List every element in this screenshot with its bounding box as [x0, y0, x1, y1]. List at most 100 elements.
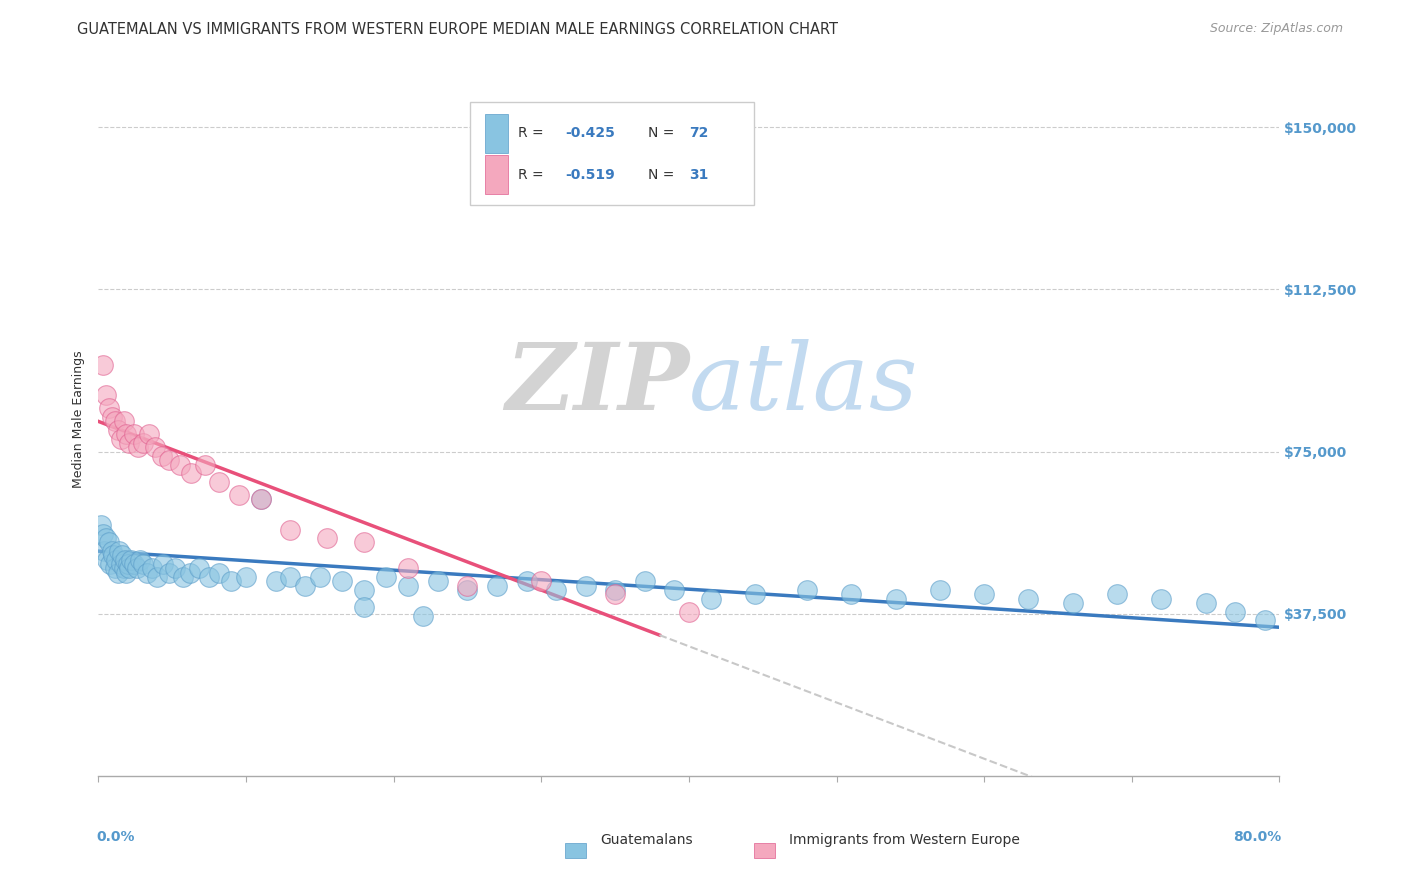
Point — [172, 570, 194, 584]
Point — [138, 427, 160, 442]
Point — [94, 388, 117, 402]
FancyBboxPatch shape — [485, 114, 508, 153]
FancyBboxPatch shape — [565, 843, 586, 858]
Point — [1254, 613, 1277, 627]
Point — [108, 544, 131, 558]
Point — [330, 574, 353, 589]
Text: -0.519: -0.519 — [565, 168, 614, 182]
Point — [91, 358, 114, 372]
Point — [97, 401, 120, 416]
Point — [575, 579, 598, 593]
Point — [457, 579, 479, 593]
Point — [107, 423, 129, 437]
Point — [530, 574, 553, 589]
Point — [700, 591, 723, 606]
Point — [353, 600, 375, 615]
Point — [169, 458, 191, 472]
Point — [605, 583, 627, 598]
Point — [136, 566, 159, 580]
Point — [93, 544, 115, 558]
Y-axis label: Median Male Earnings: Median Male Earnings — [72, 351, 86, 488]
Text: 31: 31 — [689, 168, 709, 182]
Point — [546, 583, 568, 598]
Point — [309, 570, 332, 584]
Point — [127, 441, 149, 455]
Point — [316, 531, 339, 545]
Text: -0.425: -0.425 — [565, 127, 614, 140]
Point — [605, 587, 627, 601]
Point — [118, 436, 141, 450]
Point — [353, 583, 375, 598]
Text: 0.0%: 0.0% — [96, 830, 135, 844]
Point — [516, 574, 538, 589]
Point — [208, 566, 231, 580]
Point — [100, 410, 122, 425]
Point — [221, 574, 243, 589]
Point — [1195, 596, 1218, 610]
Point — [884, 591, 907, 606]
Point — [264, 574, 287, 589]
Point — [412, 609, 434, 624]
Point — [678, 605, 700, 619]
Point — [250, 492, 273, 507]
FancyBboxPatch shape — [471, 102, 754, 205]
Text: Guatemalans: Guatemalans — [600, 833, 693, 847]
Point — [398, 579, 420, 593]
Point — [117, 557, 139, 571]
Point — [110, 557, 132, 571]
Point — [187, 561, 209, 575]
Point — [94, 531, 117, 545]
Text: 80.0%: 80.0% — [1233, 830, 1282, 844]
Point — [150, 449, 173, 463]
Text: R =: R = — [517, 168, 548, 182]
Point — [152, 557, 174, 571]
Text: Immigrants from Western Europe: Immigrants from Western Europe — [789, 833, 1021, 847]
Point — [664, 583, 686, 598]
Point — [100, 544, 122, 558]
Point — [973, 587, 995, 601]
Point — [634, 574, 657, 589]
Point — [98, 557, 121, 571]
Point — [115, 427, 138, 442]
Point — [744, 587, 766, 601]
Point — [122, 557, 145, 571]
Point — [104, 414, 127, 428]
Point — [143, 441, 166, 455]
Point — [112, 414, 135, 428]
Text: GUATEMALAN VS IMMIGRANTS FROM WESTERN EUROPE MEDIAN MALE EARNINGS CORRELATION CH: GUATEMALAN VS IMMIGRANTS FROM WESTERN EU… — [77, 22, 838, 37]
Point — [111, 549, 134, 563]
Point — [104, 561, 127, 575]
Point — [1150, 591, 1173, 606]
Point — [457, 583, 479, 598]
Point — [427, 574, 450, 589]
FancyBboxPatch shape — [754, 843, 775, 858]
Point — [235, 570, 257, 584]
Text: ZIP: ZIP — [505, 339, 689, 428]
Point — [97, 535, 120, 549]
Point — [194, 458, 217, 472]
Point — [105, 553, 128, 567]
Point — [112, 561, 135, 575]
Point — [146, 570, 169, 584]
Point — [125, 561, 148, 575]
Point — [294, 579, 316, 593]
Point — [141, 561, 163, 575]
Point — [198, 570, 221, 584]
Point — [280, 570, 302, 584]
Point — [180, 467, 202, 481]
Point — [165, 561, 187, 575]
Text: 72: 72 — [689, 127, 709, 140]
Point — [1107, 587, 1129, 601]
Point — [91, 526, 114, 541]
Point — [929, 583, 952, 598]
Text: N =: N = — [648, 168, 678, 182]
Point — [375, 570, 398, 584]
Point — [208, 475, 231, 489]
Point — [114, 553, 136, 567]
Point — [115, 566, 138, 580]
Point — [90, 518, 112, 533]
Point — [118, 561, 141, 575]
FancyBboxPatch shape — [485, 155, 508, 194]
Point — [122, 427, 145, 442]
Point — [157, 566, 180, 580]
